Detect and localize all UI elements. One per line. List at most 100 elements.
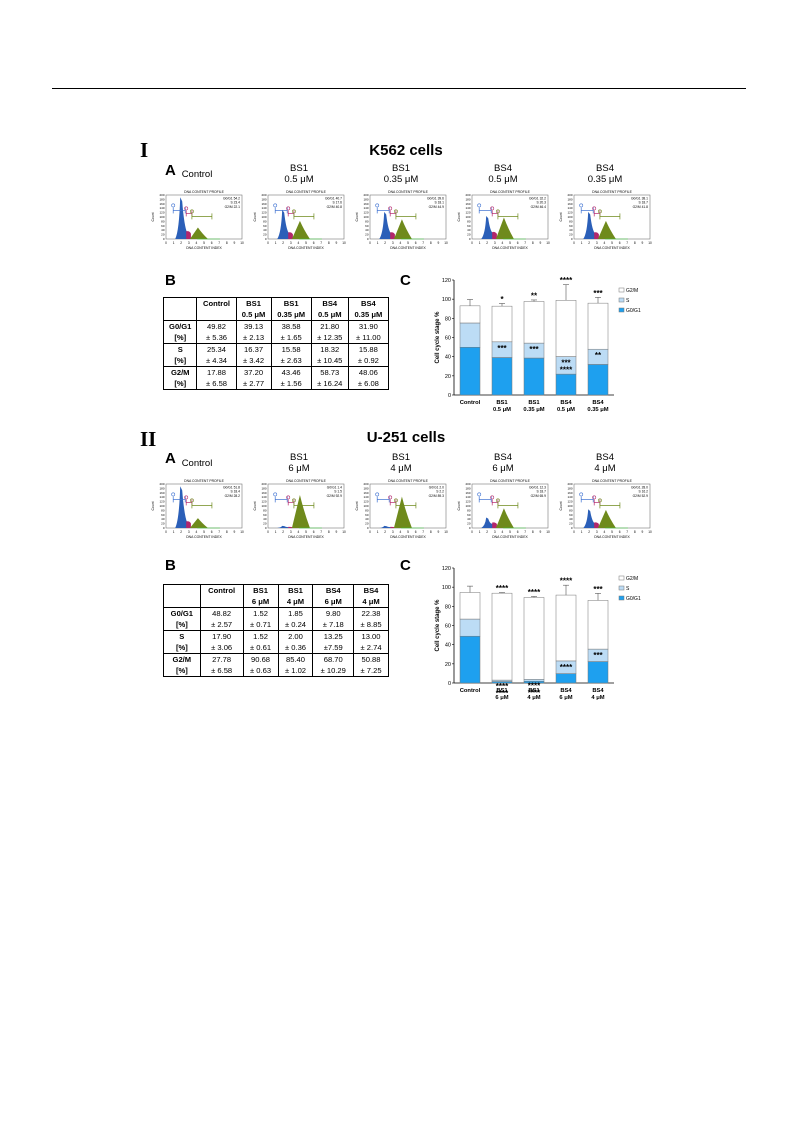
histogram-stat: G0/G1 32.2 bbox=[529, 197, 546, 201]
histogram-xtick: 4 bbox=[298, 530, 300, 534]
histogram-label: Control bbox=[152, 169, 242, 180]
g2m-peak bbox=[393, 496, 412, 528]
significance-top: **** bbox=[560, 577, 573, 586]
histogram-ytick: 120 bbox=[567, 211, 572, 215]
table-cell-sd: ± 5.36 bbox=[196, 332, 237, 344]
histogram-ytick: 120 bbox=[465, 500, 470, 504]
legend-label: G2/M bbox=[626, 288, 638, 294]
table-header-sub: 0.35 μM bbox=[347, 309, 390, 321]
table-header-sub: 4 μM bbox=[277, 596, 314, 608]
table-header-sub: 0.5 μM bbox=[310, 309, 349, 321]
gate-handle bbox=[388, 206, 393, 211]
histogram-ytick: 140 bbox=[363, 495, 368, 499]
x-category-sublabel: 0.35 μM bbox=[523, 407, 544, 413]
histogram-xtick: 0 bbox=[471, 530, 473, 534]
g2m-peak bbox=[291, 495, 310, 528]
x-category-label: BS1 bbox=[496, 400, 508, 406]
table-header: BS1 bbox=[270, 297, 312, 309]
significance-top: *** bbox=[593, 289, 603, 298]
histogram-xtick: 9 bbox=[234, 530, 236, 534]
x-category-label: BS4 bbox=[592, 688, 604, 694]
x-category-label: BS1 bbox=[496, 688, 508, 694]
table-cell-sd: ± 1.56 bbox=[270, 378, 312, 390]
histogram-xtick: 2 bbox=[486, 241, 488, 245]
top-rule bbox=[52, 88, 746, 89]
table-header: BS1 bbox=[277, 584, 314, 596]
histogram-xtick: 5 bbox=[203, 241, 205, 245]
bar-segment-s bbox=[459, 322, 481, 348]
histogram-xtick: 6 bbox=[619, 530, 621, 534]
table-cell-mean: 43.46 bbox=[270, 366, 312, 378]
x-category-label: BS1 bbox=[528, 400, 540, 406]
table-row-unit: [%] bbox=[163, 642, 201, 654]
histogram-xtick: 3 bbox=[188, 530, 190, 534]
table-cell-sd: ±7.59 bbox=[312, 642, 355, 654]
gate-handle bbox=[477, 492, 482, 497]
histogram-xtick: 2 bbox=[282, 530, 284, 534]
histogram-xtick: 9 bbox=[438, 530, 440, 534]
histogram-xtick: 7 bbox=[320, 530, 322, 534]
histogram-xtick: 1 bbox=[173, 530, 175, 534]
histogram-xtick: 6 bbox=[313, 241, 315, 245]
histogram-stat: G0/G1 12.3 bbox=[529, 486, 546, 490]
gate-handle bbox=[496, 209, 500, 214]
histogram-stat: G0/G1 2.0 bbox=[429, 486, 444, 490]
bar-segment-g0g1 bbox=[491, 357, 513, 396]
histogram-label: Control bbox=[152, 458, 242, 469]
table-cell-sd: ± 0.92 bbox=[347, 355, 390, 367]
histogram-xtick: 3 bbox=[596, 530, 598, 534]
histogram-ytick: 40 bbox=[161, 228, 165, 232]
histogram-stat: G0/G1 51.8 bbox=[223, 486, 240, 490]
panel-label-2a: A bbox=[165, 450, 176, 467]
histogram-title: DNA CONTENT PROFILE bbox=[592, 190, 632, 194]
y-tick-label: 120 bbox=[442, 278, 451, 284]
bar-segment-g0g1 bbox=[587, 364, 609, 396]
histogram-label: BS4 6 μM bbox=[458, 452, 548, 474]
histogram-xtick: 8 bbox=[634, 530, 636, 534]
histogram-xtick: 2 bbox=[588, 530, 590, 534]
histogram-xtick: 8 bbox=[328, 241, 330, 245]
gate-handle bbox=[579, 203, 584, 208]
histogram-xtick: 0 bbox=[267, 530, 269, 534]
histogram-xlabel: DNA CONTENT INDEX bbox=[288, 535, 324, 539]
significance-mid: **** bbox=[528, 681, 541, 690]
histogram-xlabel: DNA CONTENT INDEX bbox=[492, 246, 528, 250]
histogram-xtick: 9 bbox=[642, 530, 644, 534]
histogram-ytick: 180 bbox=[363, 197, 368, 201]
table-cell-sd: ± 7.25 bbox=[353, 665, 389, 677]
gate-handle bbox=[292, 498, 296, 503]
table-cell-mean: 1.52 bbox=[242, 630, 279, 642]
gate-handle bbox=[490, 495, 495, 500]
section-numeral-1: I bbox=[140, 138, 149, 162]
histogram-xtick: 9 bbox=[336, 241, 338, 245]
histogram-ytick: 100 bbox=[363, 215, 368, 219]
data-table-1: Control BS1 BS1 BS4 BS4 0.5 μM 0.35 μM 0.5 μM 0.… bbox=[162, 297, 390, 390]
table-cell-mean: 1.52 bbox=[242, 607, 279, 619]
histogram-title: DNA CONTENT PROFILE bbox=[184, 190, 224, 194]
histogram-ytick: 0 bbox=[265, 526, 267, 530]
g0g1-peak bbox=[175, 486, 188, 528]
histogram-xtick: 2 bbox=[588, 241, 590, 245]
histogram-xlabel: DNA CONTENT INDEX bbox=[594, 535, 630, 539]
section-numeral-2: II bbox=[140, 427, 157, 451]
histogram-ytick: 0 bbox=[367, 237, 369, 241]
table-header-sub: 6 μM bbox=[242, 596, 279, 608]
bar-segment-g0g1 bbox=[523, 357, 545, 396]
s-phase-area bbox=[492, 522, 497, 528]
histogram-ytick: 100 bbox=[567, 215, 572, 219]
histogram-stat: G2/M 52.9 bbox=[633, 494, 649, 498]
histogram-xtick: 0 bbox=[165, 241, 167, 245]
table-cell-sd: ± 0.71 bbox=[242, 619, 279, 631]
significance-low: **** bbox=[528, 688, 541, 697]
g0g1-peak bbox=[379, 525, 392, 528]
histogram-label: BS4 0.35 μM bbox=[560, 163, 650, 185]
bar-segment-g2m bbox=[459, 305, 481, 324]
histogram-ytick: 40 bbox=[467, 228, 471, 232]
histogram-xtick: 7 bbox=[218, 530, 220, 534]
histogram-xtick: 4 bbox=[604, 530, 606, 534]
histogram-xtick: 5 bbox=[407, 530, 409, 534]
histogram-stat: G2/M 22.1 bbox=[225, 205, 241, 209]
histogram-ytick: 160 bbox=[363, 202, 368, 206]
histogram-ytick: 200 bbox=[261, 193, 266, 197]
histogram-xtick: 5 bbox=[407, 241, 409, 245]
